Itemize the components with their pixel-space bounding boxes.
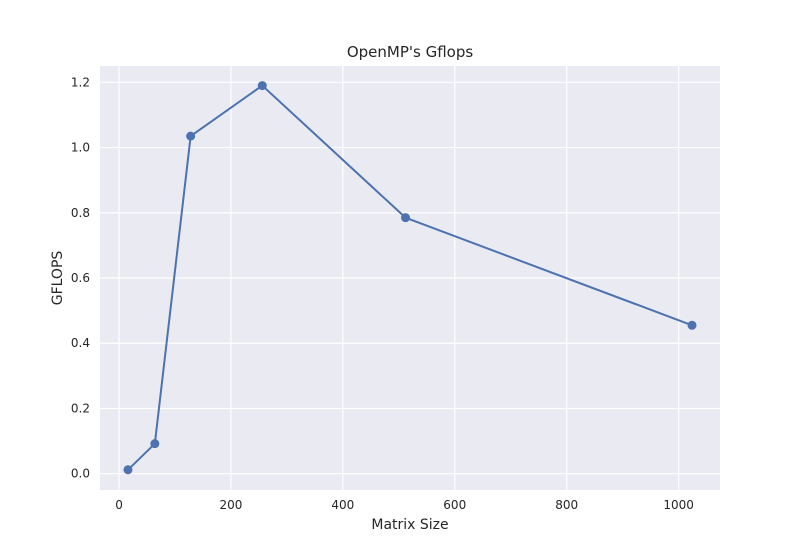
series-line	[127, 84, 693, 471]
y-tick-label: 0.0	[71, 467, 90, 481]
y-tick-label: 0.6	[71, 271, 90, 285]
x-tick-label: 600	[443, 498, 466, 512]
data-point	[257, 81, 267, 91]
y-tick-label: 1.2	[71, 75, 90, 89]
data-series	[123, 81, 697, 475]
x-tick-label: 200	[219, 498, 242, 512]
y-tick-label: 1.0	[71, 141, 90, 155]
x-tick-label: 1000	[663, 498, 694, 512]
x-tick-label: 800	[555, 498, 578, 512]
x-axis-title: Matrix Size	[371, 517, 448, 533]
x-tick-label: 0	[115, 498, 123, 512]
data-point	[186, 131, 196, 141]
y-axis-title: GFLOPS	[50, 251, 66, 306]
chart-title: OpenMP's Gflops	[347, 43, 474, 61]
y-tick-label: 0.2	[71, 401, 90, 415]
x-axis-ticks: 0 200 400 600 800 1000	[115, 498, 694, 512]
data-point	[150, 439, 160, 449]
data-point	[401, 213, 411, 223]
y-tick-label: 0.4	[71, 336, 90, 350]
x-tick-label: 400	[331, 498, 354, 512]
y-tick-label: 0.8	[71, 206, 90, 220]
data-point	[687, 320, 697, 330]
y-axis-ticks: 0.0 0.2 0.4 0.6 0.8 1.0 1.2	[71, 75, 90, 480]
grid-lines	[100, 66, 720, 490]
data-point	[123, 465, 133, 475]
